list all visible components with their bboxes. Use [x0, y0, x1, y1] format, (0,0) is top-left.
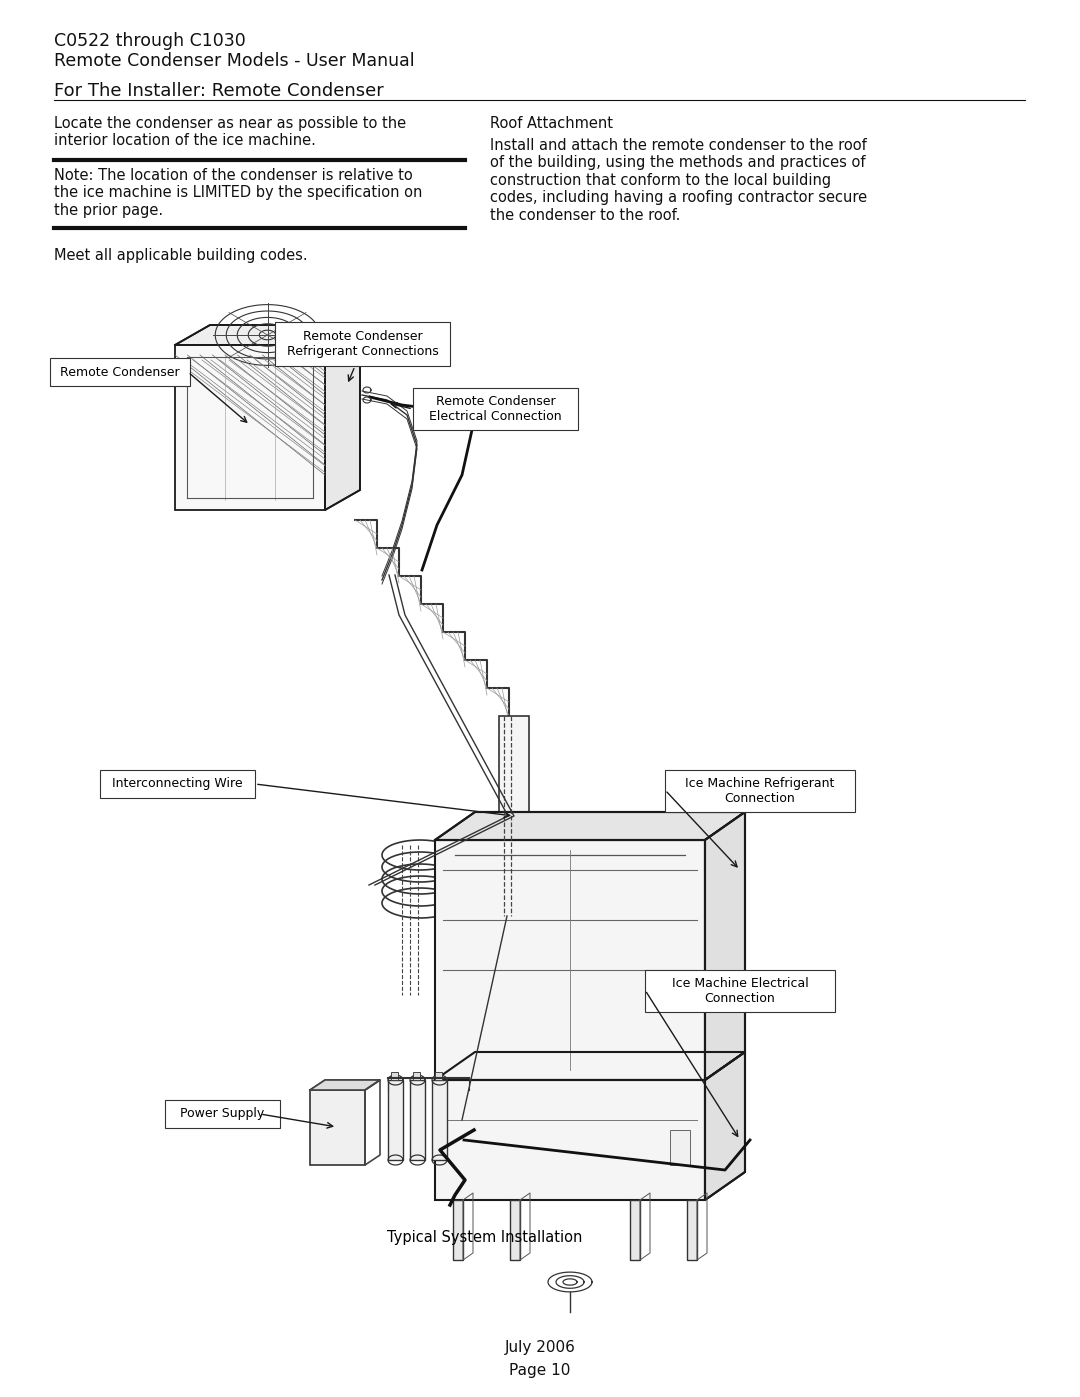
Text: Note: The location of the condenser is relative to
the ice machine is LIMITED by: Note: The location of the condenser is r…: [54, 168, 422, 218]
Text: Meet all applicable building codes.: Meet all applicable building codes.: [54, 249, 308, 263]
Polygon shape: [705, 812, 745, 1080]
Text: Ice Machine Refrigerant
Connection: Ice Machine Refrigerant Connection: [686, 777, 835, 805]
Bar: [413, 1071, 420, 1080]
Bar: [413, 388, 578, 430]
Bar: [391, 1071, 399, 1080]
Text: Page 10: Page 10: [510, 1363, 570, 1377]
Bar: [310, 1090, 365, 1165]
Polygon shape: [705, 1052, 745, 1200]
Polygon shape: [435, 812, 745, 840]
Bar: [453, 1200, 463, 1260]
Text: Remote Condenser Models - User Manual: Remote Condenser Models - User Manual: [54, 52, 415, 70]
Polygon shape: [325, 326, 360, 510]
Text: Interconnecting Wire: Interconnecting Wire: [112, 778, 243, 791]
Bar: [670, 1130, 690, 1165]
Bar: [687, 1200, 697, 1260]
Text: For The Installer: Remote Condenser: For The Installer: Remote Condenser: [54, 82, 383, 101]
Bar: [645, 970, 835, 1011]
Bar: [100, 770, 255, 798]
Text: Typical System Installation: Typical System Installation: [388, 1229, 583, 1245]
Bar: [435, 1071, 442, 1080]
Bar: [499, 717, 529, 916]
Bar: [435, 840, 705, 1080]
Bar: [275, 321, 450, 366]
Polygon shape: [310, 1080, 380, 1090]
Bar: [630, 1200, 640, 1260]
Text: Ice Machine Electrical
Connection: Ice Machine Electrical Connection: [672, 977, 808, 1004]
Bar: [165, 1099, 280, 1127]
Text: Roof Attachment: Roof Attachment: [490, 116, 613, 131]
Bar: [175, 345, 325, 510]
Text: Install and attach the remote condenser to the roof
of the building, using the m: Install and attach the remote condenser …: [490, 138, 867, 222]
Bar: [432, 1080, 447, 1160]
Bar: [388, 1080, 403, 1160]
Text: Power Supply: Power Supply: [180, 1108, 265, 1120]
Polygon shape: [175, 326, 360, 345]
Bar: [510, 1200, 519, 1260]
Bar: [665, 770, 855, 812]
Text: Locate the condenser as near as possible to the
interior location of the ice mac: Locate the condenser as near as possible…: [54, 116, 406, 148]
Bar: [50, 358, 190, 386]
Text: C0522 through C1030: C0522 through C1030: [54, 32, 246, 50]
Bar: [435, 1080, 705, 1200]
Text: July 2006: July 2006: [504, 1340, 576, 1355]
Text: Remote Condenser
Refrigerant Connections: Remote Condenser Refrigerant Connections: [286, 330, 438, 358]
Text: Remote Condenser
Electrical Connection: Remote Condenser Electrical Connection: [429, 395, 562, 423]
Bar: [410, 1080, 426, 1160]
Text: Remote Condenser: Remote Condenser: [60, 366, 179, 379]
